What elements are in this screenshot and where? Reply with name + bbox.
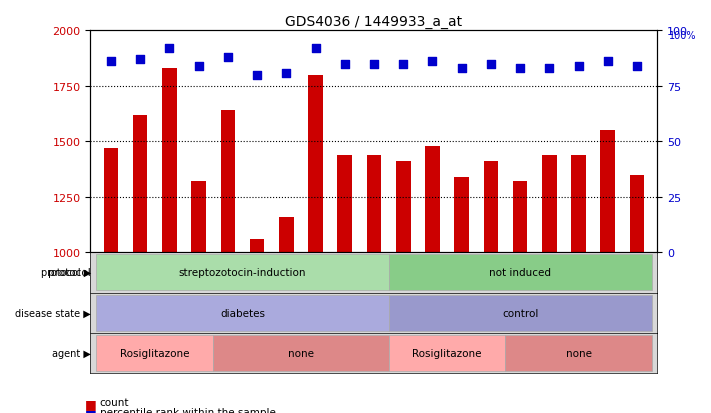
Bar	[601, 131, 615, 253]
FancyBboxPatch shape	[96, 254, 389, 291]
Text: diabetes: diabetes	[220, 308, 265, 318]
Point	[281, 70, 292, 77]
Point	[105, 59, 117, 66]
Point	[368, 61, 380, 68]
Point	[339, 61, 351, 68]
Bar	[250, 239, 264, 253]
Bar	[104, 149, 118, 253]
Point	[631, 64, 643, 70]
FancyBboxPatch shape	[389, 295, 652, 331]
Text: count: count	[100, 397, 129, 407]
Point	[573, 64, 584, 70]
Text: ■: ■	[85, 407, 97, 413]
Bar	[630, 175, 644, 253]
Title: GDS4036 / 1449933_a_at: GDS4036 / 1449933_a_at	[285, 15, 463, 29]
Bar	[191, 182, 206, 253]
FancyBboxPatch shape	[389, 254, 652, 291]
Text: agent ▶: agent ▶	[52, 348, 91, 358]
Bar	[279, 217, 294, 253]
FancyBboxPatch shape	[506, 335, 652, 371]
Bar	[162, 69, 177, 253]
Text: disease state ▶: disease state ▶	[15, 308, 91, 318]
Bar	[396, 162, 410, 253]
Text: control: control	[502, 308, 538, 318]
Bar	[542, 155, 557, 253]
Bar	[513, 182, 528, 253]
Point	[397, 61, 409, 68]
Text: Rosiglitazone: Rosiglitazone	[412, 348, 482, 358]
Point	[134, 57, 146, 64]
Point	[222, 55, 233, 61]
Text: Rosiglitazone: Rosiglitazone	[120, 348, 190, 358]
Point	[544, 66, 555, 72]
FancyBboxPatch shape	[96, 295, 389, 331]
Point	[602, 59, 614, 66]
FancyBboxPatch shape	[213, 335, 389, 371]
Bar	[133, 115, 147, 253]
Point	[193, 64, 204, 70]
Text: none: none	[288, 348, 314, 358]
Bar	[425, 146, 439, 253]
Text: 100%: 100%	[669, 31, 696, 41]
Bar	[571, 155, 586, 253]
Bar	[367, 155, 381, 253]
Text: streptozotocin-induction: streptozotocin-induction	[178, 268, 306, 278]
Text: percentile rank within the sample: percentile rank within the sample	[100, 407, 275, 413]
Point	[515, 66, 526, 72]
Point	[310, 46, 321, 52]
Bar	[338, 155, 352, 253]
FancyBboxPatch shape	[96, 335, 213, 371]
Text: none: none	[565, 348, 592, 358]
Text: ■: ■	[85, 397, 97, 410]
Bar	[483, 162, 498, 253]
Text: protocol: protocol	[48, 268, 90, 278]
Bar	[308, 76, 323, 253]
Point	[252, 72, 263, 79]
Text: protocol ▶: protocol ▶	[41, 268, 91, 278]
Point	[164, 46, 175, 52]
FancyBboxPatch shape	[389, 335, 506, 371]
Text: not induced: not induced	[489, 268, 551, 278]
Bar	[220, 111, 235, 253]
Point	[427, 59, 438, 66]
Bar	[454, 177, 469, 253]
Point	[456, 66, 467, 72]
Point	[485, 61, 496, 68]
